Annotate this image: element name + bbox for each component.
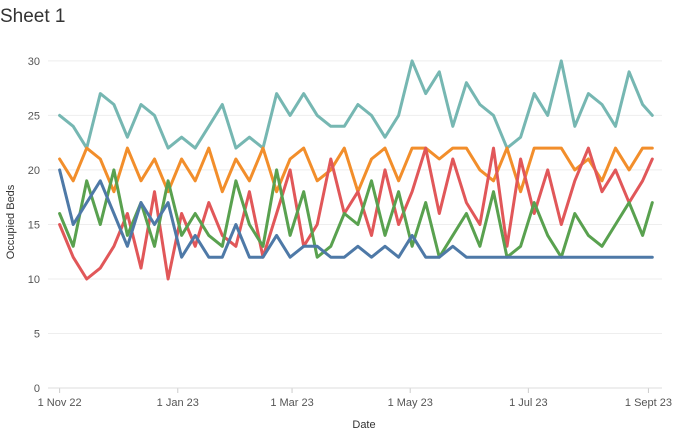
x-tick-label: 1 Nov 22 xyxy=(38,397,82,409)
y-tick-label: 15 xyxy=(28,219,40,231)
y-axis-ticks: 0 5 10 15 20 25 30 xyxy=(28,56,40,395)
sheet-title: Sheet 1 xyxy=(0,6,66,27)
x-tick-label: 1 Jan 23 xyxy=(157,397,199,409)
y-tick-label: 30 xyxy=(28,56,40,68)
y-tick-label: 5 xyxy=(34,328,40,340)
y-tick-label: 20 xyxy=(28,165,40,177)
y-tick-label: 10 xyxy=(28,274,40,286)
y-axis-title: Occupied Beds xyxy=(5,184,17,259)
x-tick-label: 1 May 23 xyxy=(388,397,433,409)
x-tick-label: 1 Jul 23 xyxy=(509,397,548,409)
series-line-1 xyxy=(58,59,654,150)
series-lines xyxy=(58,59,654,281)
y-tick-label: 0 xyxy=(34,383,40,395)
series-line-5 xyxy=(58,168,654,259)
y-tick-label: 25 xyxy=(28,110,40,122)
x-tick-label: 1 Mar 23 xyxy=(270,397,313,409)
x-tick-label: 1 Sept 23 xyxy=(625,397,672,409)
series-line-4 xyxy=(58,168,654,259)
x-axis-ticks: 1 Nov 22 1 Jan 23 1 Mar 23 1 May 23 1 Jul 23… xyxy=(38,388,672,409)
x-axis-title: Date xyxy=(352,419,375,431)
